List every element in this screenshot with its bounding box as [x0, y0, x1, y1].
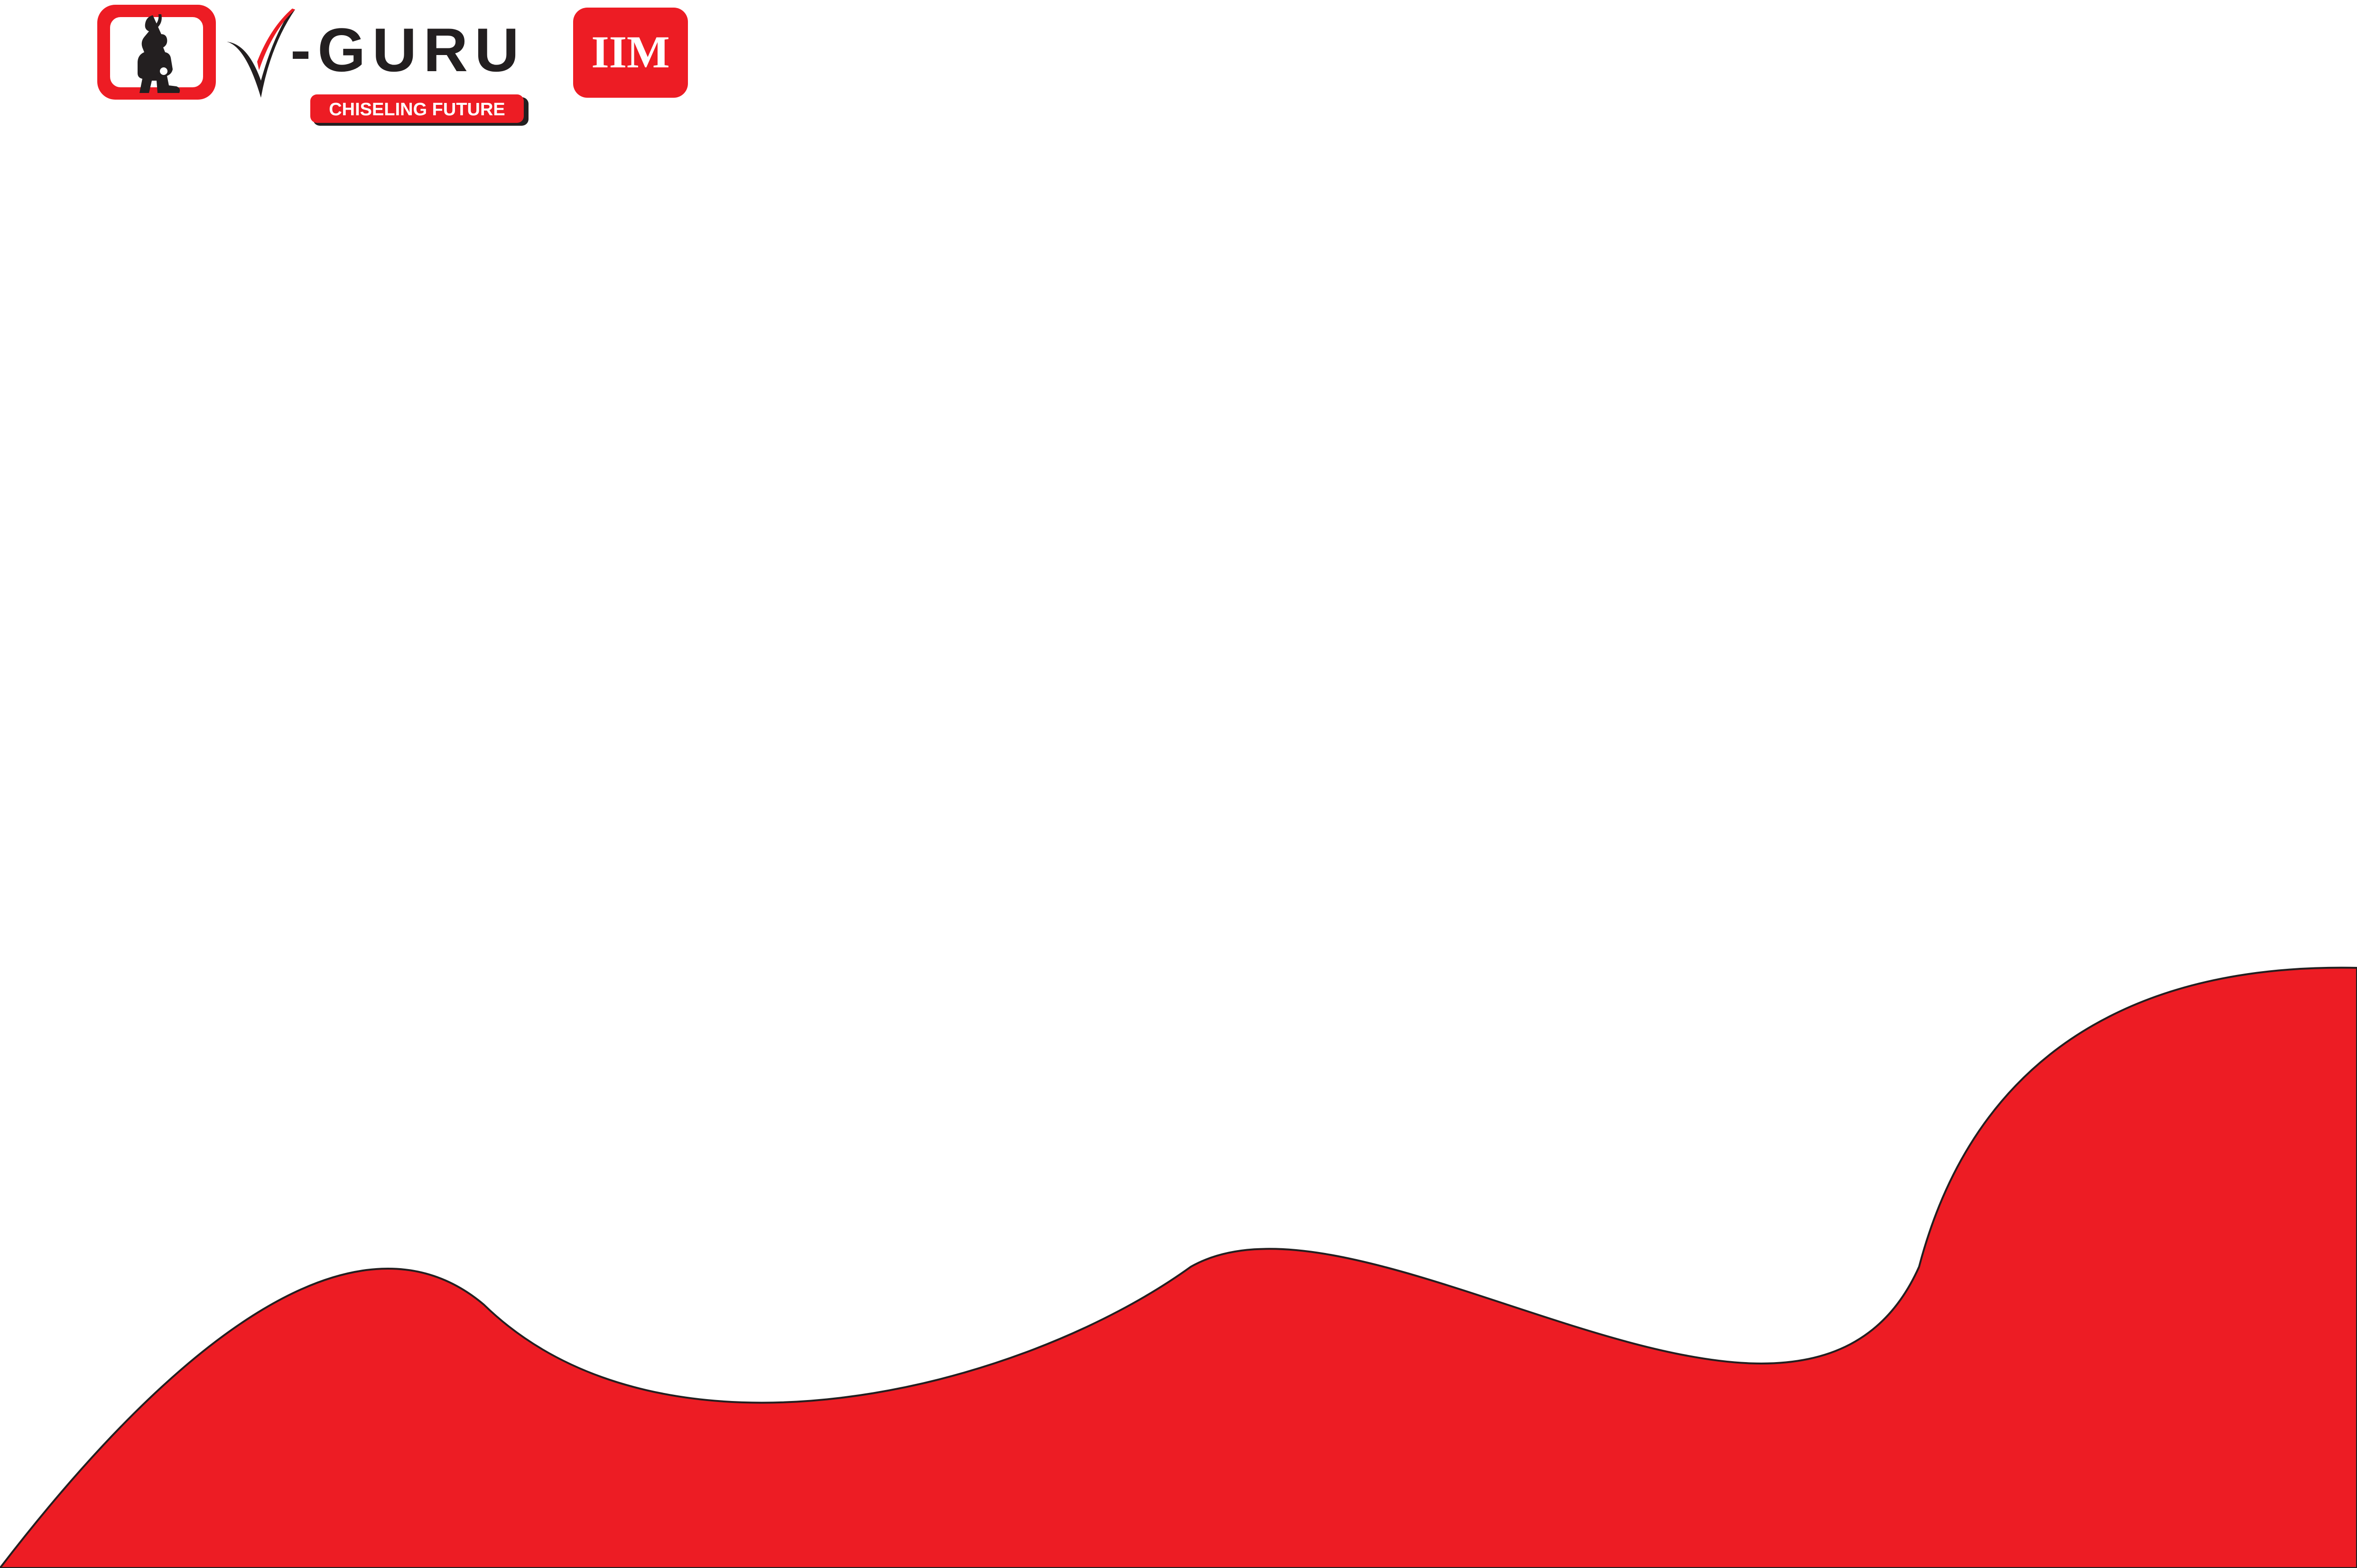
iim-badge-label: IIM: [591, 27, 669, 77]
iim-badge: IIM: [573, 8, 688, 98]
sculptor-figure-icon: [97, 5, 216, 100]
brand-name: -GURU: [290, 15, 526, 84]
check-v-mark: V: [227, 9, 295, 98]
brand-tagline: CHISELING FUTURE: [329, 100, 505, 120]
tagline-badge: CHISELING FUTURE: [310, 94, 529, 126]
v-guru-logo: V -GURU CHISELING FUTURE IIM: [97, 5, 688, 126]
